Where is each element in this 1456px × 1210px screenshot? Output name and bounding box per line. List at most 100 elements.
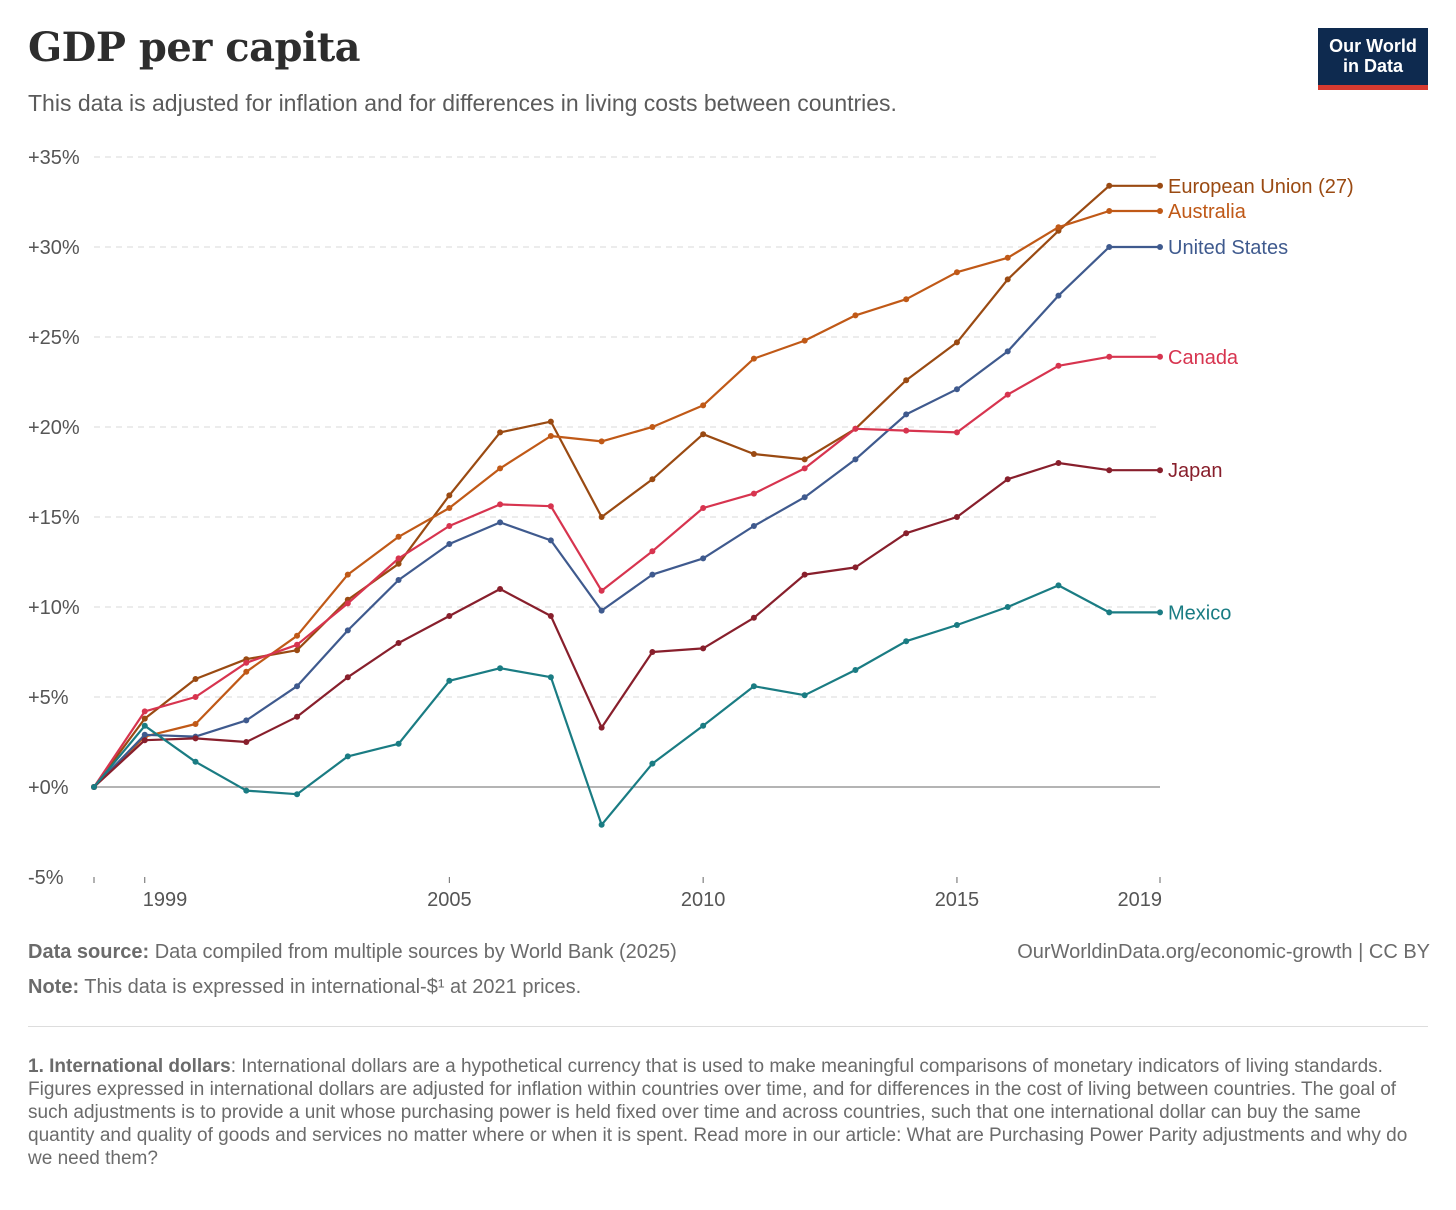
data-point-japan [547, 613, 554, 619]
data-point-mexico [91, 784, 97, 790]
data-point-united-states [1004, 348, 1011, 355]
data-point-european-union-27 [192, 676, 199, 682]
data-point-canada [243, 659, 250, 666]
data-point-canada [547, 503, 554, 510]
data-point-mexico [344, 753, 351, 760]
data-point-united-states [801, 494, 808, 501]
source-url-line: OurWorldinData.org/economic-growth | CC … [1017, 941, 1430, 964]
data-point-mexico [497, 665, 504, 672]
series-label-european-union-27: European Union (27) [1168, 176, 1354, 198]
data-point-australia [344, 571, 351, 578]
data-point-mexico [1157, 609, 1163, 616]
y-tick-label: +35% [28, 147, 80, 169]
data-point-japan [953, 514, 960, 520]
data-point-european-union-27 [141, 715, 148, 722]
data-point-mexico [700, 722, 707, 729]
data-point-japan [243, 739, 250, 745]
data-point-united-states [1055, 292, 1062, 299]
data-point-european-union-27 [801, 456, 808, 463]
source-url-link[interactable]: OurWorldinData.org/economic-growth [1017, 941, 1353, 963]
data-point-australia [903, 296, 910, 303]
data-point-japan [497, 586, 504, 592]
data-point-european-union-27 [1106, 182, 1113, 189]
data-point-australia [700, 402, 707, 409]
owid-logo[interactable]: Our World in Data [1318, 28, 1428, 90]
data-point-mexico [649, 760, 656, 767]
data-point-mexico [953, 622, 960, 628]
logo-line-1: Our World [1329, 36, 1417, 56]
data-point-australia [294, 632, 301, 639]
data-point-mexico [446, 677, 453, 684]
data-point-australia [1055, 224, 1062, 231]
data-point-united-states [953, 386, 960, 393]
series-line-canada [93, 355, 1160, 788]
data-point-european-union-27 [953, 339, 960, 346]
data-point-european-union-27 [649, 476, 656, 483]
data-point-european-union-27 [700, 431, 707, 438]
license-text[interactable]: | CC BY [1352, 941, 1430, 963]
data-point-japan [395, 640, 402, 646]
data-point-united-states [243, 717, 250, 724]
series-label-united-states: United States [1168, 237, 1288, 259]
data-point-european-union-27 [750, 451, 757, 457]
logo-accent-bar [1318, 85, 1428, 90]
data-point-united-states [547, 537, 554, 544]
data-point-european-union-27 [1157, 182, 1163, 189]
data-point-australia [395, 533, 402, 540]
data-source-label: Data source: [28, 941, 150, 963]
series-labels: European Union (27) Australia United State… [1168, 176, 1354, 625]
data-point-mexico [243, 787, 250, 794]
data-point-australia [1106, 208, 1113, 214]
data-point-australia [953, 269, 960, 276]
y-tick-label: +5% [28, 687, 69, 709]
series-label-canada: Canada [1168, 347, 1239, 369]
data-point-mexico [801, 692, 808, 699]
data-point-mexico [852, 667, 859, 673]
data-point-australia [497, 465, 504, 472]
x-tick-label: 2005 [427, 889, 472, 911]
data-point-canada [750, 490, 757, 497]
footnote-text: : International dollars are a hypothetic… [28, 1056, 1408, 1169]
line-chart: -5% +0% +5% +10% +15% +20% +25% +30% +35% 1999 200… [28, 147, 1354, 911]
note: Note: This data is expressed in internat… [28, 976, 581, 999]
x-tick-label: 2019 [1118, 889, 1163, 911]
data-point-australia [1004, 254, 1011, 261]
data-point-united-states [446, 541, 453, 547]
data-point-japan [1055, 460, 1062, 466]
data-point-european-union-27 [598, 514, 605, 520]
data-point-european-union-27 [547, 418, 554, 425]
data-point-japan [1157, 467, 1163, 474]
data-point-mexico [598, 821, 605, 828]
x-tick-label: 2010 [681, 889, 726, 911]
data-point-canada [1004, 391, 1011, 398]
data-point-japan [1004, 476, 1011, 483]
data-point-canada [1157, 353, 1163, 360]
data-point-canada [598, 587, 605, 594]
data-point-mexico [192, 758, 199, 765]
data-point-mexico [547, 674, 554, 681]
data-point-united-states [649, 571, 656, 578]
footer-divider [28, 1026, 1428, 1027]
y-tick-label: +10% [28, 597, 80, 619]
series-line-japan [93, 461, 1160, 788]
x-tick-label: 1999 [143, 889, 188, 911]
data-point-united-states [141, 731, 148, 738]
data-point-australia [243, 668, 250, 675]
y-tick-label: +25% [28, 327, 80, 349]
data-point-japan [903, 530, 910, 537]
data-point-japan [852, 564, 859, 571]
data-point-united-states [903, 411, 910, 418]
series-lines [91, 182, 1163, 828]
data-point-australia [547, 433, 554, 439]
data-point-canada [395, 555, 402, 562]
data-point-australia [750, 355, 757, 362]
data-point-united-states [1157, 244, 1163, 250]
data-point-australia [1157, 208, 1163, 214]
data-point-canada [141, 708, 148, 715]
data-point-united-states [852, 456, 859, 463]
y-tick-label: +0% [28, 777, 69, 799]
data-point-united-states [750, 523, 757, 529]
data-point-canada [852, 425, 859, 432]
data-point-canada [192, 694, 199, 700]
y-tick-label: -5% [28, 867, 64, 889]
